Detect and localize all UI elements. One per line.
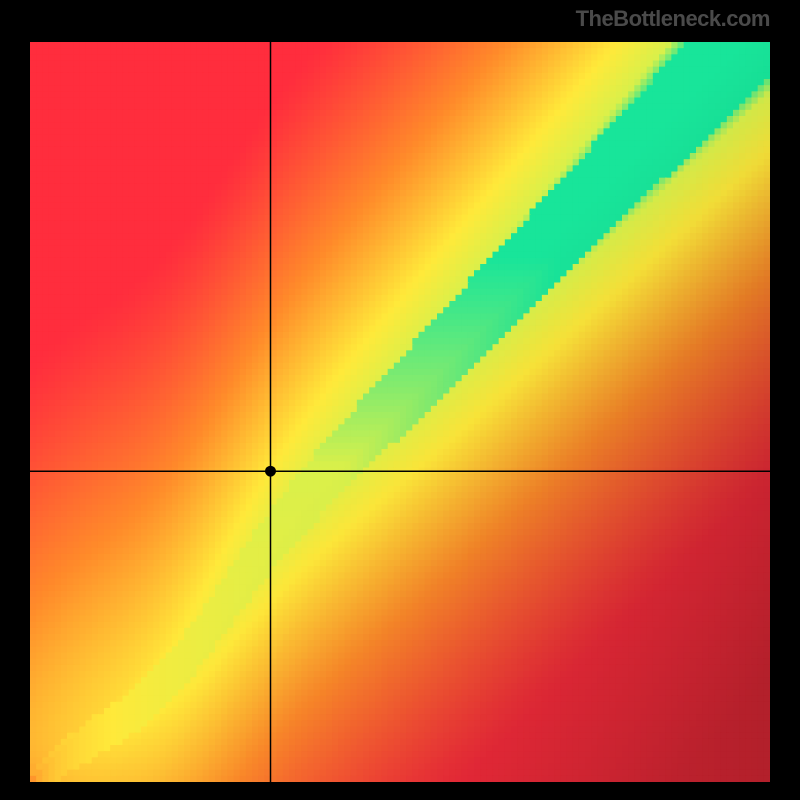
attribution-text: TheBottleneck.com xyxy=(576,6,770,32)
heatmap-canvas xyxy=(30,42,770,782)
plot-area xyxy=(30,42,770,782)
chart-container: TheBottleneck.com xyxy=(0,0,800,800)
